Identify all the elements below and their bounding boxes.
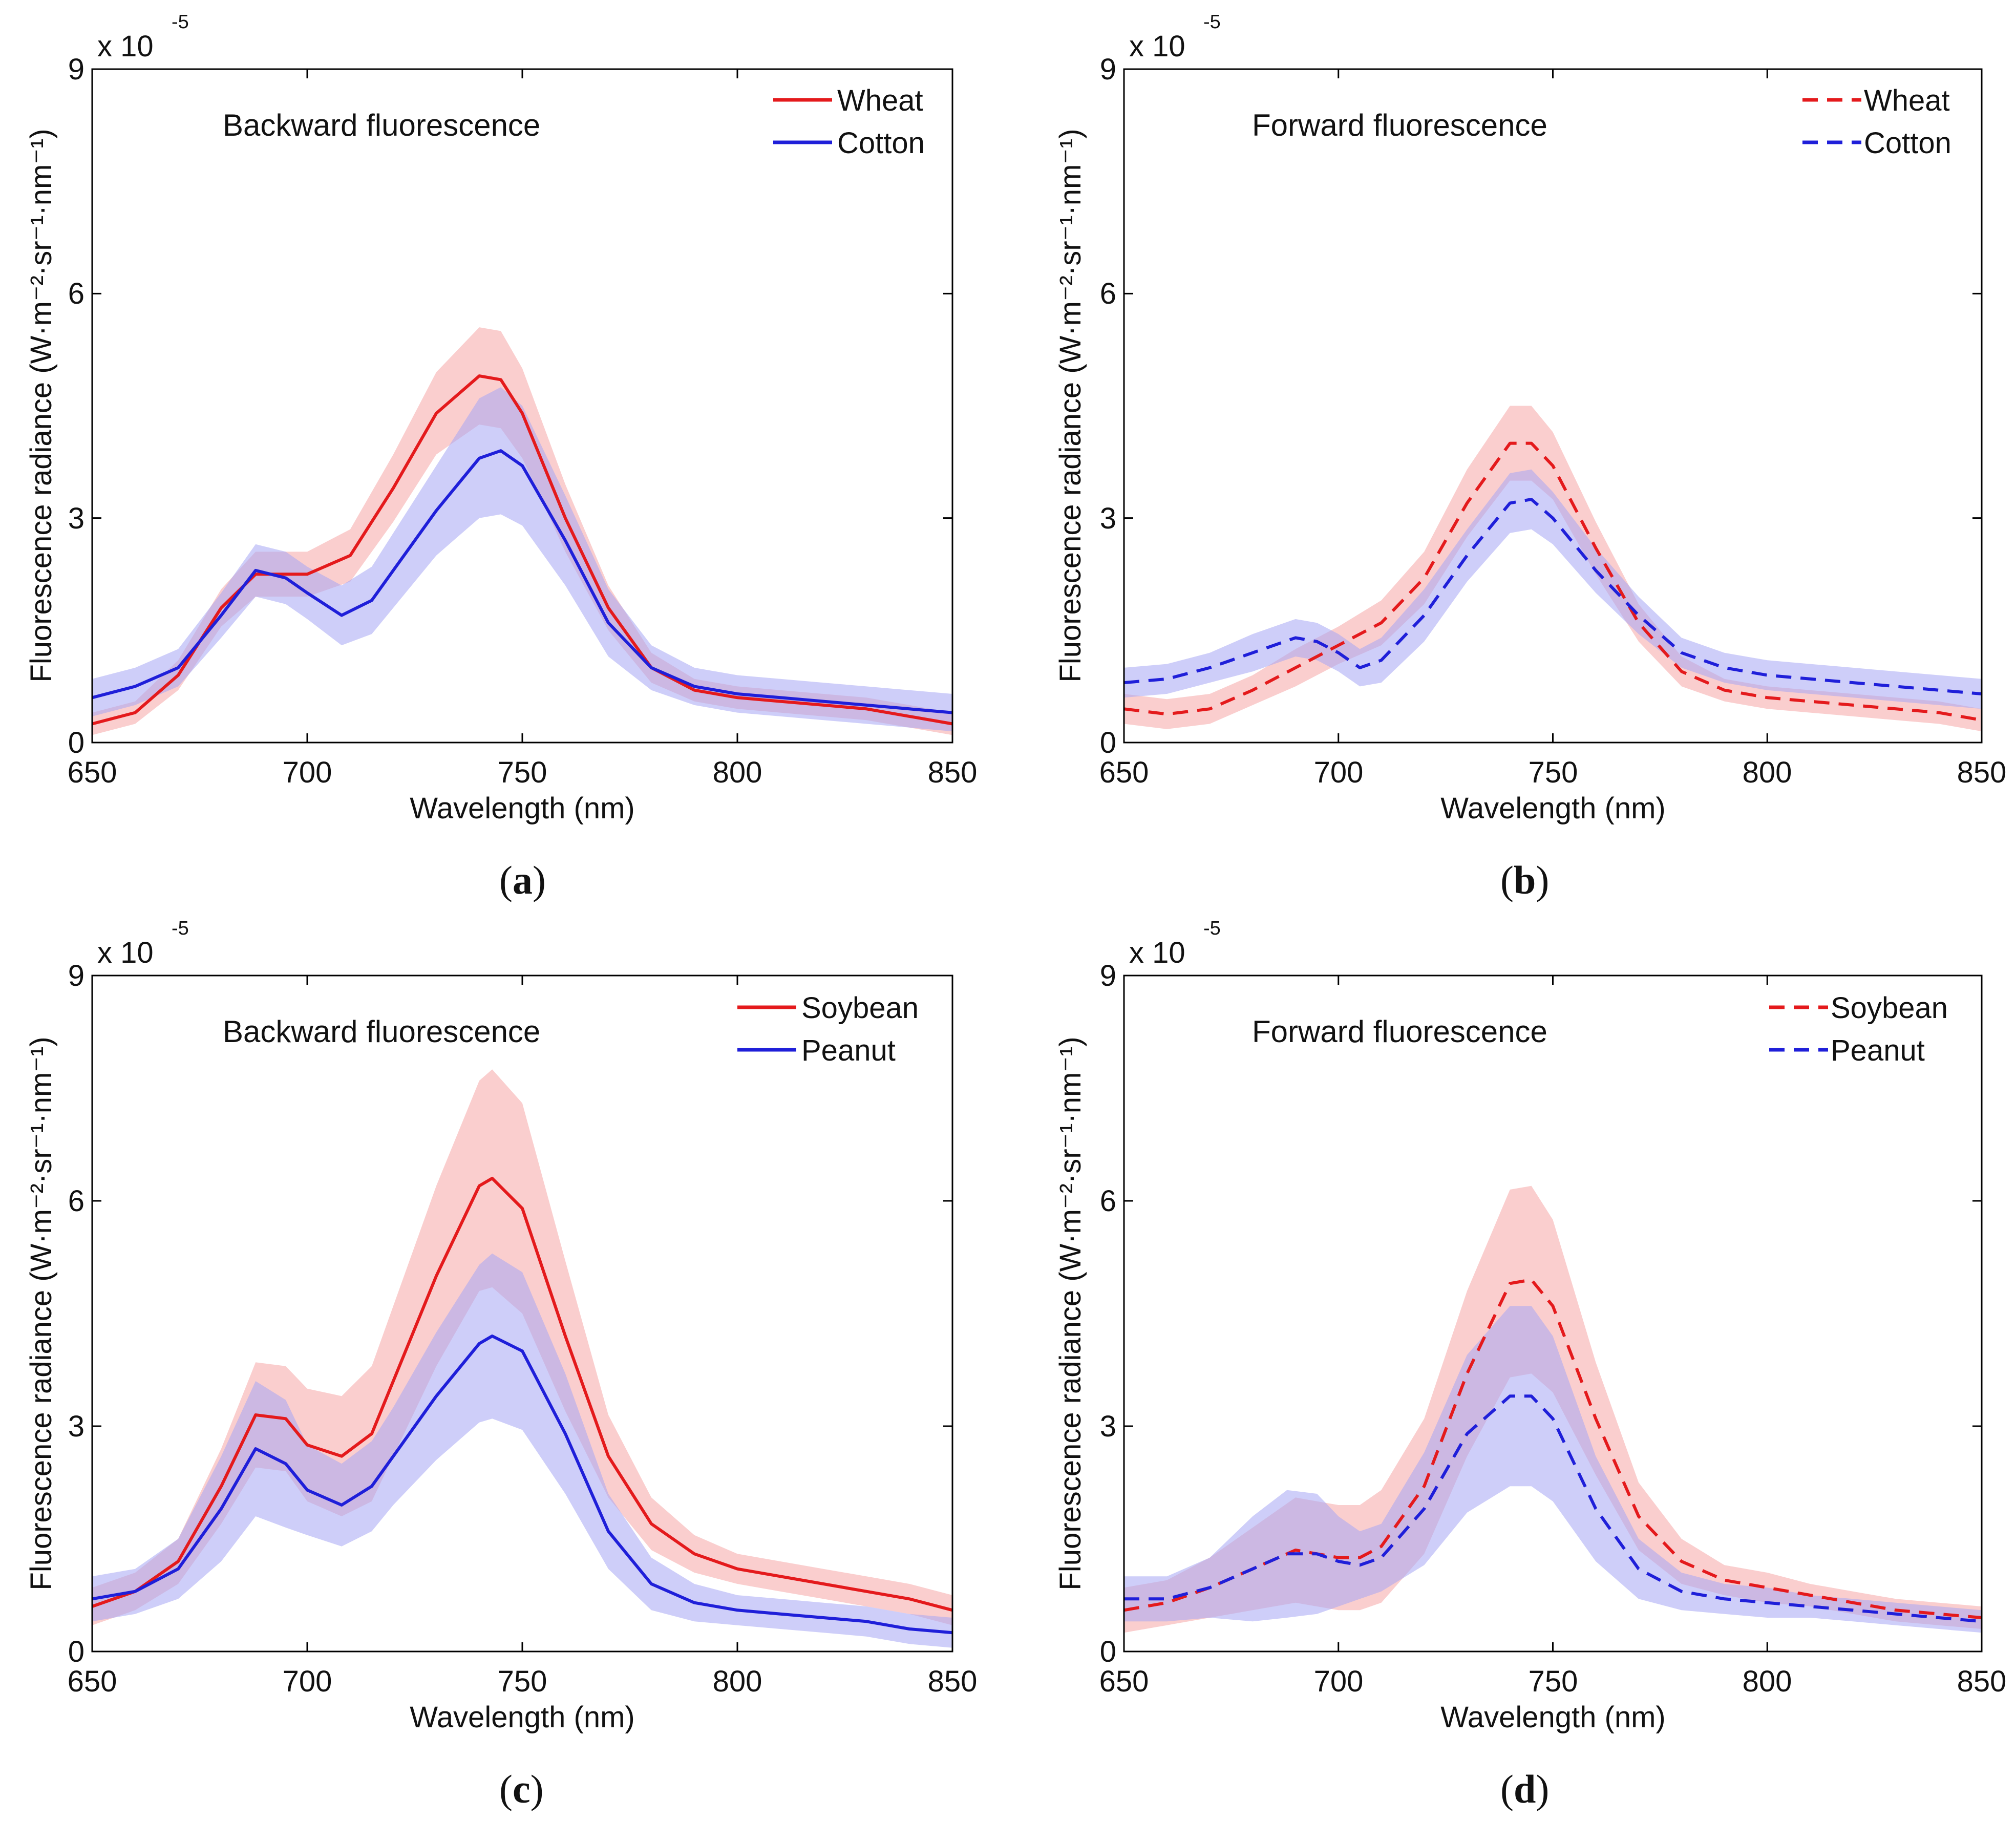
panel-b-ytick-label: 3: [1100, 502, 1116, 535]
legend-label-cotton: Cotton: [837, 126, 925, 160]
panel-c-ytick-label: 9: [68, 959, 84, 992]
legend-label-cotton: Cotton: [1864, 126, 1951, 160]
panel-a-xtick-label: 700: [283, 756, 332, 789]
panel-b-xtick-label: 650: [1099, 756, 1149, 789]
legend-label-soybean: Soybean: [801, 991, 919, 1025]
panel-c-y-scale: x 10: [97, 936, 154, 969]
panel-c-ylabel: Fluorescence radiance (W·m⁻²·sr⁻¹·nm⁻¹): [25, 1036, 58, 1590]
panel-b: 650 700 750 800 850 0 3 6 9 x 10 -5 Wave…: [1054, 11, 2006, 902]
panel-d-ytick-label: 3: [1100, 1410, 1116, 1443]
panel-a-lines: [92, 374, 953, 726]
band-wheat: [92, 327, 952, 735]
panel-d-xtick-label: 650: [1099, 1665, 1149, 1698]
panel-c-xtick-label: 850: [928, 1665, 978, 1698]
panel-a-xtick-label: 750: [498, 756, 547, 789]
panel-d: 650 700 750 800 850 0 3 6 9 x 10 -5 Wave…: [1054, 918, 2006, 1811]
panel-a-ytick-label: 0: [68, 726, 84, 759]
panel-c-ytick-label: 3: [68, 1410, 84, 1443]
panel-b-label: (b): [1500, 858, 1549, 902]
panel-b-xtick-label: 750: [1529, 756, 1578, 789]
panel-d-lines: [1123, 1278, 1982, 1623]
panel-d-xtick-label: 750: [1529, 1665, 1578, 1698]
panel-a-ytick-label: 6: [68, 277, 84, 310]
panel-b-ticks: [1123, 68, 1983, 744]
series-line-soybean: [92, 1177, 953, 1612]
panel-d-y-scale: x 10: [1129, 936, 1185, 969]
panel-b-y-scale-exponent: -5: [1203, 11, 1221, 33]
panel-b-xtick-label: 850: [1957, 756, 2007, 789]
panel-c-ytick-label: 0: [68, 1635, 84, 1668]
panel-a-ytick-label: 9: [68, 53, 84, 86]
panel-a: 650 700 750 800 850 0 3 6 9 x 10 -5 Wave…: [25, 11, 977, 902]
panel-c-y-scale-exponent: -5: [172, 918, 189, 939]
panel-b-ytick-label: 0: [1100, 726, 1116, 759]
series-line-cotton: [92, 449, 953, 714]
panel-d-annotation: Forward fluorescence: [1252, 1014, 1547, 1049]
panel-b-ytick-label: 9: [1100, 53, 1116, 86]
series-line-peanut: [1124, 1394, 1982, 1623]
band-peanut: [92, 1253, 952, 1648]
series-line-peanut: [92, 1335, 953, 1635]
panel-b-annotation: Forward fluorescence: [1252, 108, 1547, 142]
legend-label-wheat: Wheat: [837, 84, 923, 117]
panel-c-xlabel: Wavelength (nm): [410, 1701, 634, 1734]
panel-d-ticks: [1123, 975, 1983, 1653]
panel-c-xtick-label: 800: [713, 1665, 762, 1698]
legend-label-peanut: Peanut: [801, 1034, 896, 1067]
panel-d-xlabel: Wavelength (nm): [1440, 1701, 1665, 1734]
panel-c-xtick-label: 650: [68, 1665, 117, 1698]
panel-a-annotation: Backward fluorescence: [223, 108, 540, 142]
panel-b-lines: [1123, 441, 1982, 722]
panel-d-ylabel: Fluorescence radiance (W·m⁻²·sr⁻¹·nm⁻¹): [1054, 1036, 1087, 1590]
panel-a-bands: [92, 327, 952, 735]
panel-c-annotation: Backward fluorescence: [223, 1014, 540, 1049]
panel-b-bands: [1124, 406, 1982, 732]
panel-c-label: (c): [499, 1767, 544, 1811]
panel-d-bands: [1124, 1185, 1982, 1633]
panel-a-xtick-label: 850: [928, 756, 978, 789]
legend-label-peanut: Peanut: [1831, 1034, 1925, 1067]
panel-b-ylabel: Fluorescence radiance (W·m⁻²·sr⁻¹·nm⁻¹): [1054, 129, 1087, 682]
band-cotton: [92, 387, 952, 732]
panel-b-xtick-label: 800: [1743, 756, 1792, 789]
panel-a-ticks: [91, 68, 953, 744]
panel-c-xtick-label: 750: [498, 1665, 547, 1698]
panel-a-y-scale: x 10: [97, 30, 154, 63]
panel-b-ytick-label: 6: [1100, 277, 1116, 310]
panel-a-xlabel: Wavelength (nm): [410, 792, 634, 825]
panel-d-xtick-label: 700: [1314, 1665, 1364, 1698]
panel-d-xtick-label: 850: [1957, 1665, 2007, 1698]
panel-c: 650 700 750 800 850 0 3 6 9 x 10 -5 Wave…: [25, 918, 977, 1811]
panel-c-bands: [92, 1069, 952, 1648]
panel-a-y-scale-exponent: -5: [172, 11, 189, 33]
panel-d-y-scale-exponent: -5: [1203, 918, 1221, 939]
panel-d-xtick-label: 800: [1743, 1665, 1792, 1698]
panel-a-ytick-label: 3: [68, 502, 84, 535]
panel-a-xtick-label: 800: [713, 756, 762, 789]
panel-c-lines: [92, 1177, 953, 1635]
panel-d-ytick-label: 6: [1100, 1184, 1116, 1218]
panel-b-y-scale: x 10: [1129, 30, 1185, 63]
panel-a-xtick-label: 650: [68, 756, 117, 789]
panel-c-ytick-label: 6: [68, 1184, 84, 1218]
legend-label-wheat: Wheat: [1864, 84, 1950, 117]
panel-d-label: (d): [1500, 1767, 1549, 1811]
panel-a-label: (a): [499, 858, 546, 902]
series-line-wheat: [1123, 441, 1982, 722]
legend-label-soybean: Soybean: [1831, 991, 1948, 1025]
panel-d-ytick-label: 9: [1100, 959, 1116, 992]
band-cotton: [1124, 469, 1982, 709]
panel-b-xtick-label: 700: [1314, 756, 1364, 789]
panel-a-ylabel: Fluorescence radiance (W·m⁻²·sr⁻¹·nm⁻¹): [25, 129, 58, 682]
panel-b-xlabel: Wavelength (nm): [1440, 792, 1665, 825]
panel-c-xtick-label: 700: [283, 1665, 332, 1698]
band-peanut: [1124, 1306, 1982, 1633]
panel-c-ticks: [91, 975, 953, 1653]
panel-d-ytick-label: 0: [1100, 1635, 1116, 1668]
